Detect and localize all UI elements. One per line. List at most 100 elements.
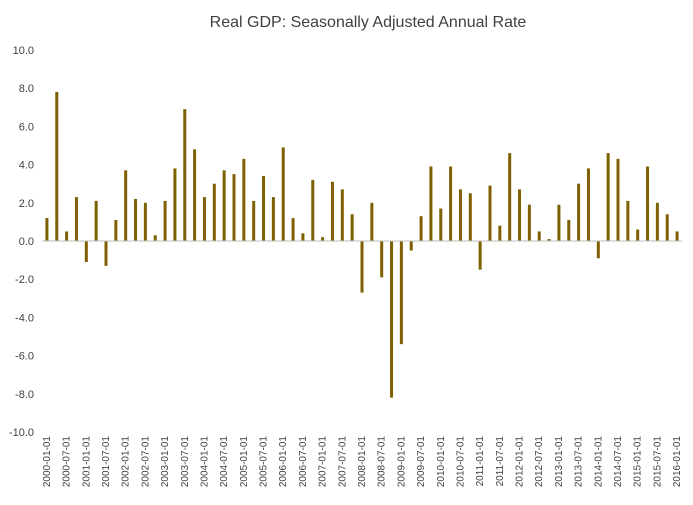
bar-2007-10-01 <box>350 214 354 241</box>
bar-2009-07-01 <box>419 216 423 241</box>
x-tick-label: 2011-01-01 <box>475 436 486 487</box>
bar-2002-07-01 <box>143 202 147 241</box>
bar-2007-04-01 <box>330 181 334 241</box>
x-tick-label: 2003-07-01 <box>180 436 191 488</box>
x-tick-label: 2010-07-01 <box>455 436 466 488</box>
y-tick-label: 10.0 <box>13 45 34 57</box>
x-tick-label: 2012-07-01 <box>534 436 545 488</box>
x-tick-label: 2001-07-01 <box>101 436 112 488</box>
x-tick-label: 2009-01-01 <box>396 436 407 488</box>
bar-2007-07-01 <box>340 189 344 241</box>
x-tick-label: 2015-07-01 <box>652 436 663 488</box>
bar-2002-04-01 <box>134 198 138 241</box>
y-tick-label: -10.0 <box>9 427 34 439</box>
bar-2010-10-01 <box>468 193 472 241</box>
bar-2012-10-01 <box>547 239 551 241</box>
bar-2005-10-01 <box>271 197 275 241</box>
x-tick-label: 2005-07-01 <box>259 436 270 488</box>
y-tick-label: 6.0 <box>19 121 34 133</box>
x-tick-label: 2007-01-01 <box>318 436 329 488</box>
bar-2004-04-01 <box>212 183 216 241</box>
bar-2013-04-01 <box>567 219 571 241</box>
x-tick-label: 2010-01-01 <box>436 436 447 488</box>
bar-2004-10-01 <box>232 174 236 241</box>
bar-2008-01-01 <box>360 241 364 293</box>
bar-2003-10-01 <box>193 149 197 241</box>
bar-2009-10-01 <box>429 166 433 241</box>
bar-2009-04-01 <box>409 241 413 251</box>
bar-2001-10-01 <box>114 219 118 241</box>
bar-2008-04-01 <box>370 202 374 241</box>
bar-2000-07-01 <box>65 231 69 241</box>
bar-2014-04-01 <box>606 153 610 241</box>
x-tick-label: 2007-07-01 <box>337 436 348 488</box>
bar-2015-01-01 <box>636 229 640 241</box>
bar-2010-01-01 <box>439 208 443 241</box>
y-tick-label: -4.0 <box>15 312 34 324</box>
x-tick-label: 2015-01-01 <box>633 436 644 488</box>
x-tick-label: 2005-01-01 <box>239 436 250 488</box>
bar-2006-04-01 <box>291 218 295 241</box>
bar-2001-04-01 <box>94 200 98 241</box>
bar-2003-04-01 <box>173 168 177 241</box>
bar-2014-07-01 <box>616 158 620 241</box>
bar-2005-07-01 <box>262 176 266 241</box>
y-tick-label: 4.0 <box>19 160 34 172</box>
x-tick-label: 2004-01-01 <box>199 436 210 488</box>
x-tick-label: 2001-01-01 <box>81 436 92 488</box>
x-tick-label: 2006-01-01 <box>278 436 289 488</box>
bar-2007-01-01 <box>321 237 325 241</box>
chart-title: Real GDP: Seasonally Adjusted Annual Rat… <box>210 14 527 31</box>
y-tick-label: -2.0 <box>15 274 34 286</box>
bar-2011-01-01 <box>478 241 482 270</box>
bar-series <box>45 92 679 398</box>
bar-2003-07-01 <box>183 109 187 242</box>
x-tick-label: 2004-07-01 <box>219 436 230 488</box>
bar-2006-01-01 <box>281 147 285 241</box>
x-tick-label: 2000-01-01 <box>42 436 53 488</box>
bar-2008-07-01 <box>380 241 384 278</box>
y-tick-label: -8.0 <box>15 389 34 401</box>
bar-2014-10-01 <box>626 200 630 241</box>
bar-2015-10-01 <box>665 214 669 241</box>
bar-2015-04-01 <box>646 166 650 241</box>
bar-2001-01-01 <box>84 241 88 263</box>
y-tick-label: -6.0 <box>15 351 34 363</box>
bar-2008-10-01 <box>390 241 394 398</box>
bar-2015-07-01 <box>655 202 659 241</box>
bar-2004-07-01 <box>222 170 226 241</box>
x-tick-label: 2014-07-01 <box>613 436 624 488</box>
bar-2010-04-01 <box>449 166 453 241</box>
x-tick-label: 2000-07-01 <box>62 436 73 488</box>
bar-2000-04-01 <box>55 92 59 242</box>
bar-2009-01-01 <box>399 241 403 345</box>
x-tick-label: 2013-07-01 <box>574 436 585 488</box>
x-tick-label: 2013-01-01 <box>554 436 565 488</box>
y-tick-label: 0.0 <box>19 236 34 248</box>
bar-2003-01-01 <box>163 200 167 241</box>
x-tick-label: 2003-01-01 <box>160 436 171 488</box>
bar-2011-10-01 <box>508 153 512 241</box>
x-tick-label: 2014-01-01 <box>593 436 604 488</box>
bar-2011-07-01 <box>498 225 502 241</box>
x-tick-label: 2006-07-01 <box>298 436 309 488</box>
bar-2013-10-01 <box>586 168 590 241</box>
bar-2012-04-01 <box>527 204 531 241</box>
y-tick-label: 2.0 <box>19 198 34 210</box>
y-axis-tick-labels: 10.0 8.0 6.0 4.0 2.0 0.0 -2.0 -4.0 -6.0 -8.0 -10.0 <box>9 45 34 439</box>
bar-2002-01-01 <box>124 170 128 241</box>
bar-2016-01-01 <box>675 231 679 241</box>
bar-2013-01-01 <box>557 204 561 241</box>
bar-2006-10-01 <box>311 179 315 241</box>
x-tick-label: 2011-07-01 <box>495 436 506 487</box>
x-tick-label: 2012-01-01 <box>515 436 526 488</box>
bar-2005-04-01 <box>252 200 256 241</box>
bar-2010-07-01 <box>458 189 462 241</box>
bar-2014-01-01 <box>596 241 600 259</box>
x-tick-label: 2002-01-01 <box>121 436 132 488</box>
bar-2005-01-01 <box>242 158 246 241</box>
x-tick-label: 2016-01-01 <box>672 436 683 488</box>
x-tick-label: 2008-07-01 <box>377 436 388 488</box>
x-axis-tick-labels: 2000-01-01 2000-07-01 2001-01-01 2001-07-01… <box>42 436 683 488</box>
